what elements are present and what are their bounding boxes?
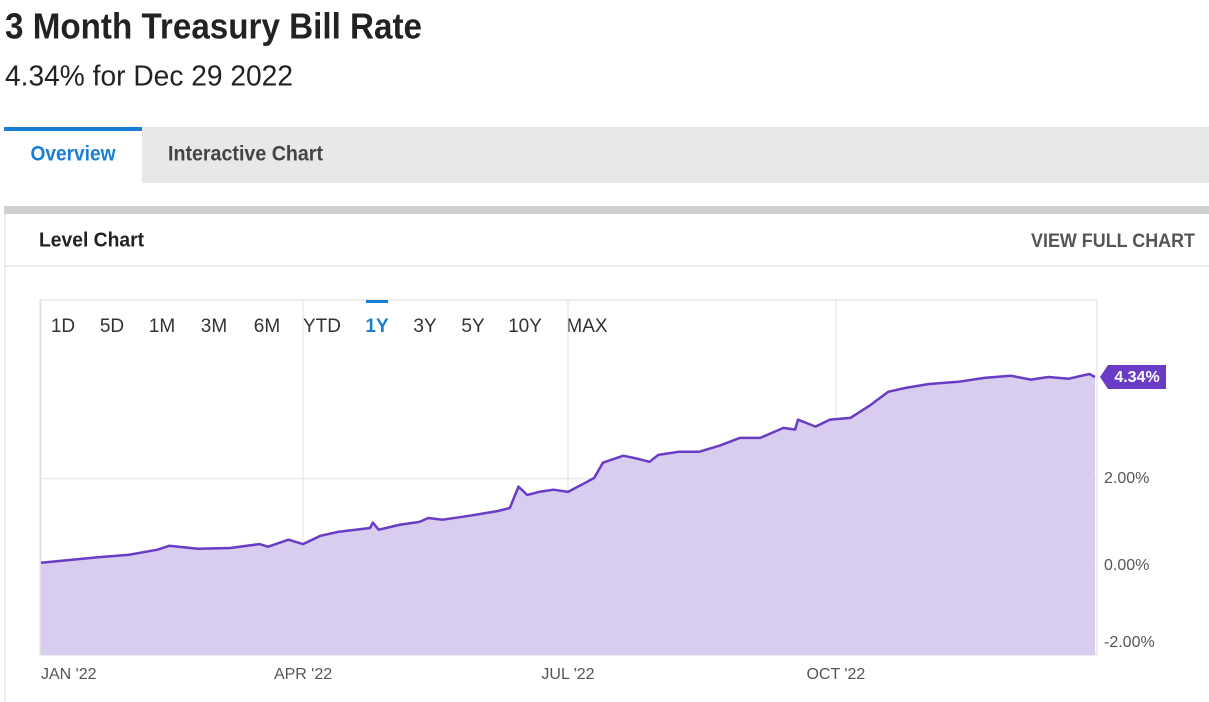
y-tick-label: 0.00%: [1104, 557, 1149, 574]
range-button[interactable]: 5Y: [461, 316, 485, 337]
range-button[interactable]: 3Y: [413, 316, 437, 337]
range-button[interactable]: 5D: [100, 316, 124, 337]
page-title: 3 Month Treasury Bill Rate: [5, 6, 422, 47]
chart: 1D 5D 1M 3M 6M YTD 1Y 3Y 5Y 10Y MAX JAN '22 APR '22 J…: [39, 299, 1166, 683]
tab-active-bg: [4, 127, 142, 183]
tab[interactable]: Overview: [31, 143, 117, 166]
tab-bar: [4, 127, 1209, 183]
range-button[interactable]: 6M: [254, 316, 280, 337]
range-button[interactable]: 1M: [149, 316, 175, 337]
range-button[interactable]: MAX: [566, 316, 608, 337]
range-button[interactable]: 10Y: [508, 316, 542, 337]
tab[interactable]: Interactive Chart: [168, 143, 323, 166]
panel-title: Level Chart: [39, 229, 144, 251]
range-indicator: [366, 300, 388, 303]
range-button[interactable]: 1Y: [365, 316, 389, 337]
y-tick-label: 2.00%: [1104, 470, 1149, 487]
x-tick-label: JAN '22: [41, 666, 97, 683]
x-tick-label: APR '22: [274, 666, 332, 683]
x-tick-label: OCT '22: [806, 666, 865, 683]
y-tick-label: -2.00%: [1104, 634, 1155, 651]
range-button[interactable]: 3M: [201, 316, 227, 337]
range-button[interactable]: YTD: [303, 316, 341, 337]
value-flag-label: 4.34%: [1114, 369, 1159, 386]
page-subtitle: 4.34% for Dec 29 2022: [5, 61, 293, 93]
value-flag: [1100, 365, 1166, 390]
area: [41, 374, 1095, 655]
tab-indicator: [4, 127, 142, 131]
x-tick-label: JUL '22: [541, 666, 594, 683]
panel-top: [4, 206, 1209, 214]
view-full-chart[interactable]: VIEW FULL CHART: [1031, 231, 1195, 252]
line: [40, 372, 1096, 565]
range-button[interactable]: 1D: [51, 316, 75, 337]
